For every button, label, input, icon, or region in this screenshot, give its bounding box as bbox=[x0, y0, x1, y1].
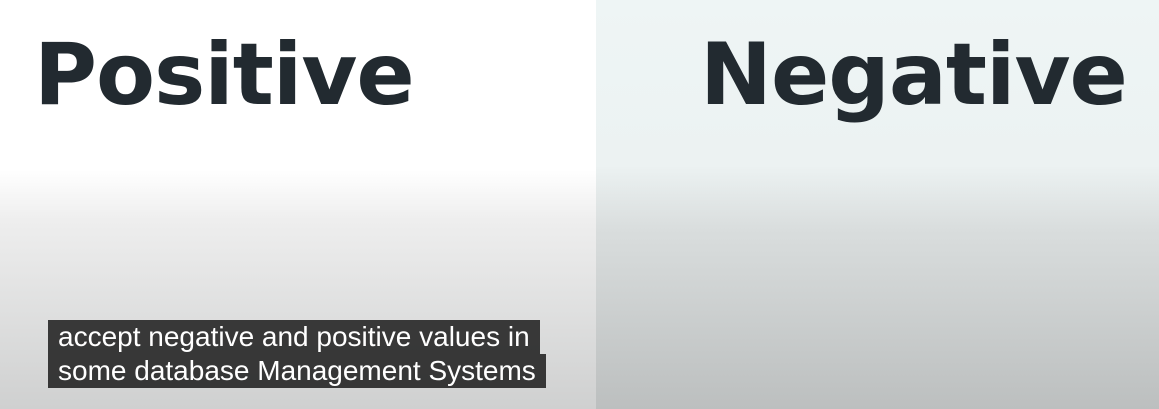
closed-captions: accept negative and positive values in s… bbox=[48, 320, 546, 388]
right-panel bbox=[596, 0, 1159, 409]
caption-line-2: some database Management Systems bbox=[48, 354, 546, 388]
negative-heading: Negative bbox=[700, 25, 1128, 125]
positive-heading: Positive bbox=[34, 25, 415, 125]
caption-line-1: accept negative and positive values in bbox=[48, 320, 540, 354]
